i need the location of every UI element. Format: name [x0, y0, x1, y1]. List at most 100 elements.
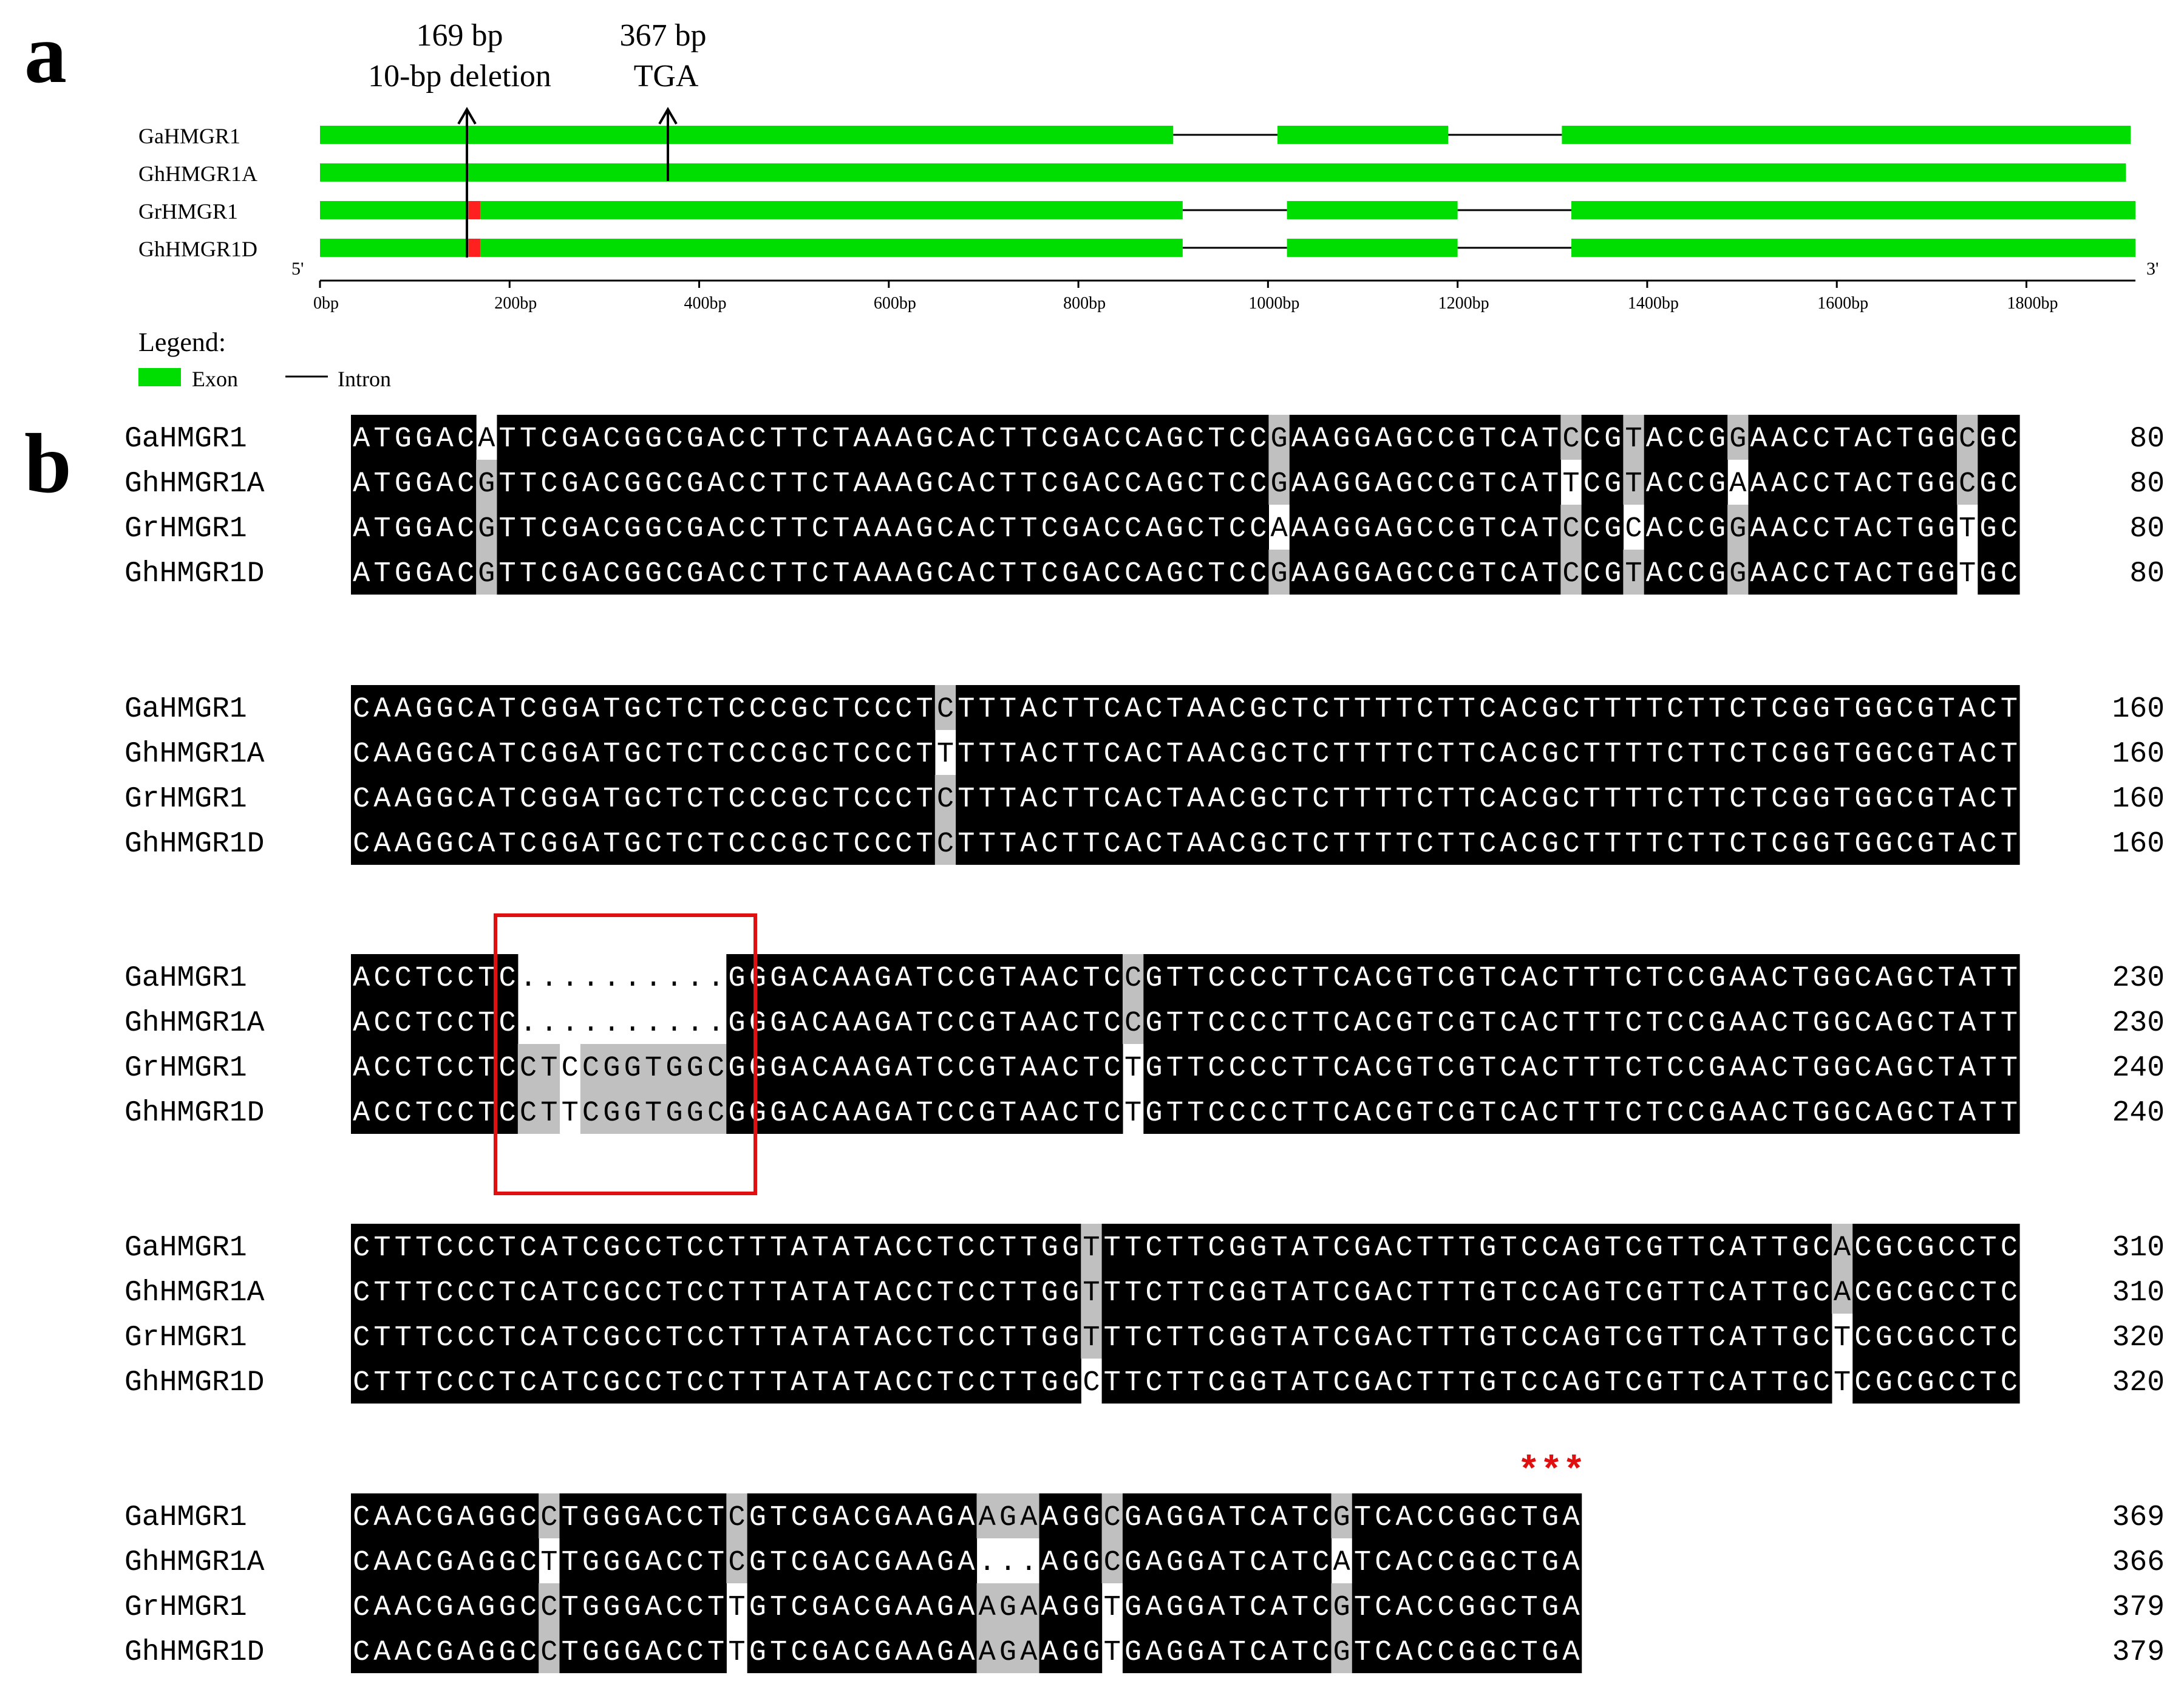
residue-letter: T [1646, 828, 1663, 861]
residue-cell [1081, 460, 1103, 505]
residue-cell [664, 460, 685, 505]
residue-cell [851, 505, 873, 550]
residue-letter: C [1500, 1592, 1517, 1624]
residue-cell [1560, 415, 1582, 460]
residue-cell [1831, 415, 1853, 460]
residue-letter: C [1437, 423, 1454, 455]
residue-cell [851, 550, 873, 595]
residue-letter: T [665, 694, 682, 726]
residue-letter: T [770, 1547, 787, 1579]
residue-letter: A [1396, 1502, 1413, 1534]
residue-letter: A [540, 1232, 558, 1264]
residue-letter: A [791, 1008, 808, 1040]
residue-letter: T [1020, 1322, 1037, 1354]
residue-letter: T [1437, 1367, 1454, 1399]
residue-letter: C [1437, 558, 1454, 590]
residue-letter: A [1041, 1547, 1059, 1579]
residue-letter: T [832, 694, 849, 726]
residue-letter: C [1959, 1367, 1976, 1399]
residue-letter: A [979, 1502, 996, 1534]
residue-letter: C [1625, 1367, 1642, 1399]
residue-letter: C [645, 739, 662, 771]
residue-letter: C [1229, 1008, 1246, 1040]
residue-letter: G [1813, 694, 1830, 726]
exon-bar [1562, 126, 2131, 144]
axis-tick-label: 1400bp [1628, 294, 1679, 313]
residue-letter: C [520, 1592, 537, 1624]
sequence-name: GhHMGR1D [124, 1366, 264, 1399]
residue-letter: G [1396, 1052, 1413, 1085]
residue-letter: T [1270, 1232, 1287, 1264]
residue-letter: A [436, 423, 454, 455]
residue-letter: . [520, 1008, 537, 1040]
residue-letter: T [958, 739, 975, 771]
sequence-name: GaHMGR1 [124, 1501, 247, 1534]
residue-letter: T [728, 1367, 745, 1399]
residue-cell [517, 415, 539, 460]
residue-letter: T [1562, 468, 1579, 500]
residue-letter: T [1479, 963, 1496, 995]
residue-letter: A [895, 423, 913, 455]
residue-cell [559, 505, 581, 550]
residue-letter: C [520, 1637, 537, 1669]
residue-cell [1435, 460, 1457, 505]
residue-letter: C [937, 468, 954, 500]
residue-cell [1352, 505, 1373, 550]
residue-letter: C [1062, 1097, 1079, 1130]
sequence-position-number: 80 [2129, 558, 2165, 590]
residue-letter: T [520, 558, 537, 590]
residue-cell [1060, 460, 1081, 505]
residue-cell [1226, 550, 1248, 595]
residue-letter: T [707, 739, 724, 771]
residue-letter: A [1750, 468, 1768, 500]
residue-letter: C [1187, 468, 1204, 500]
residue-letter: T [1187, 1322, 1204, 1354]
residue-letter: G [562, 423, 579, 455]
residue-letter: C [958, 1097, 975, 1130]
residue-cell [601, 460, 623, 505]
residue-letter: T [1083, 1232, 1100, 1264]
residue-letter: C [1437, 1547, 1454, 1579]
residue-letter: C [457, 1322, 474, 1354]
residue-letter: C [979, 1367, 996, 1399]
residue-letter: C [770, 828, 787, 861]
residue-letter: G [1854, 739, 1871, 771]
residue-letter: G [1145, 1008, 1162, 1040]
residue-letter: A [1750, 558, 1768, 590]
residue-letter: C [749, 739, 766, 771]
residue-letter: C [1584, 513, 1601, 545]
annotation-367bp-position: 367 bp [620, 18, 707, 53]
residue-letter: G [1876, 694, 1893, 726]
residue-letter: T [2001, 963, 2018, 995]
residue-letter: A [1020, 1592, 1038, 1624]
residue-letter: . [999, 1547, 1016, 1579]
residue-cell [1727, 550, 1749, 595]
residue-letter: G [1124, 1547, 1141, 1579]
residue-letter: T [395, 1367, 412, 1399]
residue-letter: T [665, 1322, 682, 1354]
deletion-mark [469, 201, 480, 219]
residue-letter: C [1104, 1052, 1121, 1085]
residue-cell [726, 505, 748, 550]
residue-letter: C [1229, 558, 1246, 590]
residue-letter: T [1687, 1277, 1704, 1309]
gene-length-axis: 5' 3'0bp 200bp 400bp 600bp 800bp 1000bp 1200bp 1… [291, 259, 2158, 313]
residue-letter: T [770, 1277, 787, 1309]
residue-cell [768, 505, 789, 550]
residue-cell [831, 505, 852, 550]
residue-cell [705, 460, 727, 505]
residue-letter: A [645, 1592, 662, 1624]
residue-letter: T [415, 1367, 432, 1399]
residue-letter: A [1291, 1277, 1309, 1309]
residue-letter: A [1562, 1592, 1580, 1624]
residue-letter: T [1417, 1322, 1434, 1354]
sequence-position-number: 366 [2112, 1546, 2165, 1579]
residue-letter: T [1396, 694, 1413, 726]
residue-cell [1018, 415, 1040, 460]
residue-letter: A [979, 1592, 996, 1624]
residue-letter: C [582, 1232, 599, 1264]
residue-cell [1894, 460, 1916, 505]
residue-letter: G [1250, 1232, 1267, 1264]
residue-letter: . [582, 963, 599, 995]
residue-letter: T [2001, 783, 2018, 816]
